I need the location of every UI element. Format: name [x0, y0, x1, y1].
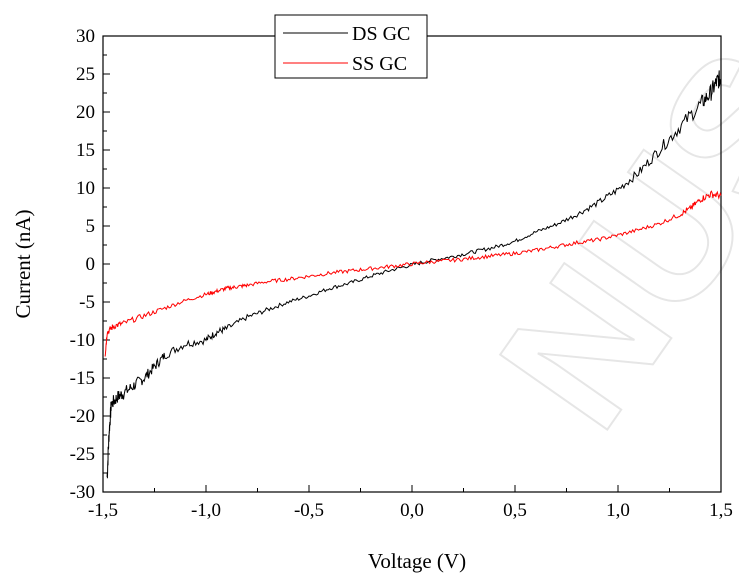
legend-label: SS GC: [352, 53, 407, 75]
y-tick-label: -25: [70, 444, 95, 465]
y-tick-label: 20: [76, 102, 95, 123]
legend-label: DS GC: [352, 23, 410, 45]
x-axis-title: Voltage (V): [368, 549, 466, 573]
svg-text:NUS: NUS: [460, 13, 739, 463]
y-tick-label: -30: [70, 482, 95, 503]
y-axis-ticks: -30 -25 -20 -15 -10 -5 0 5 10 15 20 25 30: [70, 26, 110, 503]
watermark: NUS: [459, 12, 739, 464]
y-tick-label: 30: [76, 26, 95, 47]
x-tick-label: 0,0: [400, 500, 424, 521]
y-tick-label: -10: [70, 330, 95, 351]
y-tick-label: -20: [70, 406, 95, 427]
x-tick-label: 1,5: [709, 500, 733, 521]
y-tick-label: 25: [76, 64, 95, 85]
x-tick-label: 0,5: [503, 500, 527, 521]
x-tick-label: 1,0: [606, 500, 630, 521]
y-tick-label: -15: [70, 368, 95, 389]
series-line-ds-gc: [106, 70, 722, 479]
legend-box: [274, 14, 428, 79]
y-tick-label: 15: [76, 140, 95, 161]
x-tick-label: -1,0: [191, 500, 221, 521]
y-tick-label: -5: [79, 292, 95, 313]
y-axis-title: Current (nA): [11, 209, 35, 318]
y-tick-label: 10: [76, 178, 95, 199]
legend: DS GC SS GC: [274, 14, 428, 79]
x-tick-label: -1,5: [88, 500, 118, 521]
series-layer: [104, 70, 722, 479]
series-line-ss-gc: [104, 190, 722, 357]
y-tick-label: 5: [86, 216, 96, 237]
x-tick-label: -0,5: [294, 500, 324, 521]
x-axis-ticks: -1,5 -1,0 -0,5 0,0 0,5 1,0 1,5: [88, 485, 733, 521]
y-tick-label: 0: [86, 254, 96, 275]
